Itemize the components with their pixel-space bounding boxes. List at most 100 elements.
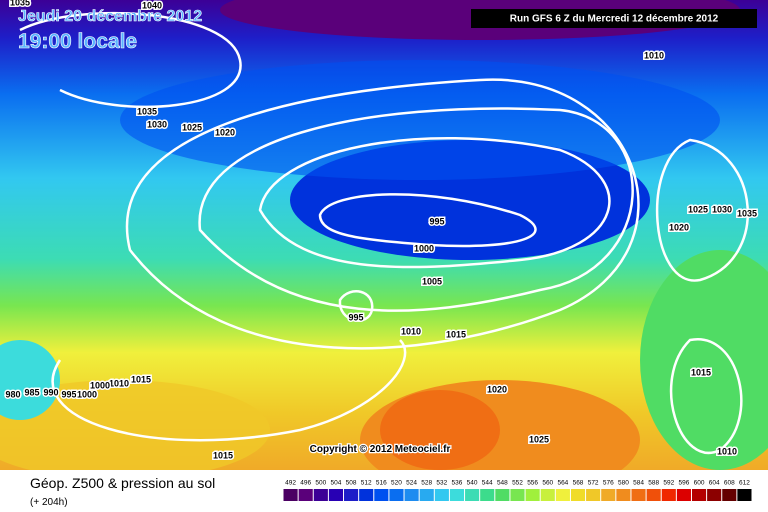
isobar: [198, 107, 634, 312]
height-field: [640, 250, 768, 470]
scale-label: 540: [467, 480, 478, 487]
isobar-label: 1000: [414, 243, 434, 253]
scale-label: 572: [588, 480, 599, 487]
date: Jeudi 20 décembre 2012: [18, 8, 202, 25]
scale-label: 508: [346, 480, 357, 487]
scale-swatch: [404, 489, 419, 501]
scale-swatch: [661, 489, 676, 501]
scale-label: 584: [633, 480, 644, 487]
scale-label: 520: [391, 480, 402, 487]
scale-swatch: [510, 489, 525, 501]
time: 19:00 locale: [18, 30, 137, 53]
scale-swatch: [586, 489, 601, 501]
isobar-label: 1015: [131, 374, 151, 384]
scale-swatch: [707, 489, 722, 501]
scale-swatch: [540, 489, 555, 501]
scale-label: 612: [739, 480, 750, 487]
scale-label: 492: [285, 480, 296, 487]
isobar-label: 1040: [142, 0, 162, 10]
scale-swatch: [495, 489, 510, 501]
scale-label: 500: [315, 480, 326, 487]
scale-swatch: [676, 489, 691, 501]
isobar-label: 1025: [529, 434, 549, 444]
isobar-label: 1005: [422, 276, 442, 286]
legend-title: Géop. Z500 & pression au sol: [30, 475, 215, 491]
isobar-label: 995: [348, 312, 363, 322]
isobar-label: 1000: [77, 389, 97, 399]
isobar-label: 1010: [109, 378, 129, 388]
isobar-label: 1020: [215, 127, 235, 137]
scale-swatch: [601, 489, 616, 501]
isobar-label: 1025: [182, 122, 202, 132]
isobar-label: 1035: [737, 208, 757, 218]
scale-swatch: [344, 489, 359, 501]
scale-swatch: [722, 489, 737, 501]
isobar-label: 1020: [487, 384, 507, 394]
scale-label: 592: [663, 480, 674, 487]
scale-label: 596: [678, 480, 689, 487]
isobar-label: 1000: [90, 380, 110, 390]
scale-swatch: [283, 489, 298, 501]
scale-swatch: [465, 489, 480, 501]
isobar-label: 1010: [401, 326, 421, 336]
isobar: [655, 138, 749, 282]
scale-label: 548: [497, 480, 508, 487]
height-field: [120, 60, 720, 180]
legend-subtitle: (+ 204h): [30, 497, 68, 508]
run-box: [471, 9, 757, 28]
scale-label: 504: [331, 480, 342, 487]
isobars: [19, 11, 749, 454]
height-field: [0, 380, 270, 480]
scale-swatch: [646, 489, 661, 501]
scale-swatch: [631, 489, 646, 501]
scale-swatch: [691, 489, 707, 501]
scale-swatch: [525, 489, 540, 501]
isobar: [19, 11, 242, 109]
isobar: [51, 339, 407, 442]
isobar-label: 1020: [669, 222, 689, 232]
isobar-label: 1010: [717, 446, 737, 456]
isobar-label: 980: [5, 389, 20, 399]
scale-swatch: [328, 489, 344, 501]
isobar: [258, 136, 611, 269]
scale-label: 600: [694, 480, 705, 487]
height-field: [0, 340, 60, 420]
scale-label: 528: [421, 480, 432, 487]
isobar-label: 995: [61, 389, 76, 399]
scale-swatch: [480, 489, 495, 501]
scale-label: 532: [436, 480, 447, 487]
scale-label: 564: [557, 480, 568, 487]
isobar-label: 1035: [137, 106, 157, 116]
scale-swatch: [737, 489, 752, 501]
isobar-label: 985: [24, 387, 39, 397]
scale-swatch: [555, 489, 570, 501]
isobar-label: 1030: [147, 119, 167, 129]
scale-swatch: [359, 489, 374, 501]
scale-label: 588: [648, 480, 659, 487]
scale-label: 536: [452, 480, 463, 487]
isobar-label: 1035: [10, 0, 30, 7]
isobar-label: 1025: [688, 204, 708, 214]
scale-label: 556: [527, 480, 538, 487]
scale-label: 496: [300, 480, 311, 487]
isobar-label: 990: [43, 387, 58, 397]
scale-label: 580: [618, 480, 629, 487]
scale-label: 512: [361, 480, 372, 487]
scale-swatch: [616, 489, 631, 501]
scale-swatch: [434, 489, 449, 501]
scale-swatch: [298, 489, 313, 501]
isobar-label: 1015: [691, 367, 711, 377]
scale-swatch: [419, 489, 434, 501]
scale-label: 560: [542, 480, 553, 487]
scale-label: 576: [603, 480, 614, 487]
isobar-label: 1030: [712, 204, 732, 214]
scale-swatch: [389, 489, 404, 501]
isobar: [318, 193, 537, 248]
scale-label: 544: [482, 480, 493, 487]
scale-label: 516: [376, 480, 387, 487]
isobar-label: 1015: [446, 329, 466, 339]
isobar: [669, 338, 743, 454]
isobar: [338, 290, 374, 322]
